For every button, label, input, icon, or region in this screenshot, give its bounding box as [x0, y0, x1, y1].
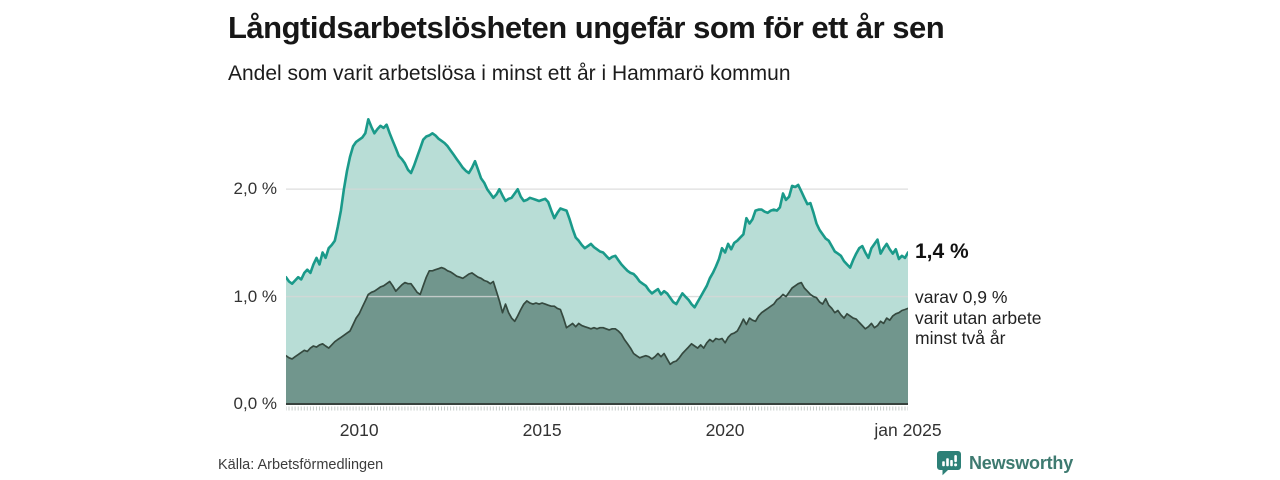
annotation-subseries: varav 0,9 % varit utan arbete minst två … — [915, 287, 1041, 349]
branding: Newsworthy — [936, 450, 1073, 476]
y-axis-tick-label: 0,0 % — [233, 394, 277, 413]
annotation-subseries-line: varit utan arbete — [915, 307, 1042, 328]
chart-subtitle: Andel som varit arbetslösa i minst ett å… — [228, 62, 791, 85]
area-chart — [286, 117, 908, 411]
source-note: Källa: Arbetsförmedlingen — [218, 457, 384, 473]
annotation-latest-total: 1,4 % — [915, 240, 969, 263]
chart-title: Långtidsarbetslösheten ungefär som för e… — [228, 10, 945, 45]
plot-area — [286, 100, 908, 414]
y-axis-tick-label: 2,0 % — [233, 179, 277, 199]
x-axis-tick-label: 2010 — [339, 420, 379, 440]
annotation-subseries-line: minst två år — [915, 328, 1006, 348]
x-axis-tick-label: jan 2025 — [874, 420, 942, 440]
x-axis-tick-label: 2020 — [705, 420, 745, 440]
x-axis-tick-label: 2015 — [522, 420, 562, 440]
newsworthy-chart-bubble-icon — [937, 451, 961, 476]
branding-name: Newsworthy — [969, 452, 1074, 473]
annotation-subseries-line: varav 0,9 % — [915, 287, 1008, 307]
y-axis-tick-label: 1,0 % — [233, 286, 277, 306]
